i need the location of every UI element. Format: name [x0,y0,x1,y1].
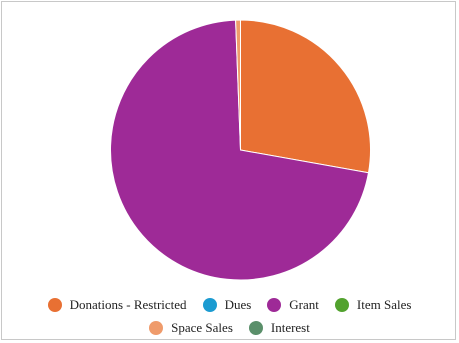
pie-slice-space-sales[interactable] [235,19,241,151]
legend-item-item-sales[interactable]: Item Sales [334,296,412,313]
legend-label: Grant [289,296,319,312]
legend-item-dues[interactable]: Dues [202,296,252,313]
legend-swatch [47,297,62,312]
legend-swatch [334,297,349,312]
legend-label: Item Sales [356,296,412,312]
legend-row-1: Donations - Restricted Dues Grant Item S… [0,293,459,316]
legend-swatch [202,297,217,312]
legend-label: Interest [270,319,310,335]
legend-swatch [267,297,282,312]
legend-label: Space Sales [171,319,233,335]
legend-swatch [149,320,164,335]
legend-item-donations-restricted[interactable]: Donations - Restricted [47,296,187,313]
legend-item-space-sales[interactable]: Space Sales [149,320,233,336]
legend: Donations - Restricted Dues Grant Item S… [0,293,459,339]
legend-row-2: Space Sales Interest [0,316,459,339]
legend-label: Donations - Restricted [69,296,187,312]
legend-label: Dues [224,296,252,312]
legend-item-grant[interactable]: Grant [267,297,319,313]
legend-item-interest[interactable]: Interest [248,319,310,336]
pie-slice-grant[interactable] [110,19,370,281]
legend-swatch [248,320,263,335]
pie-slice-donations-restricted[interactable] [240,19,371,174]
